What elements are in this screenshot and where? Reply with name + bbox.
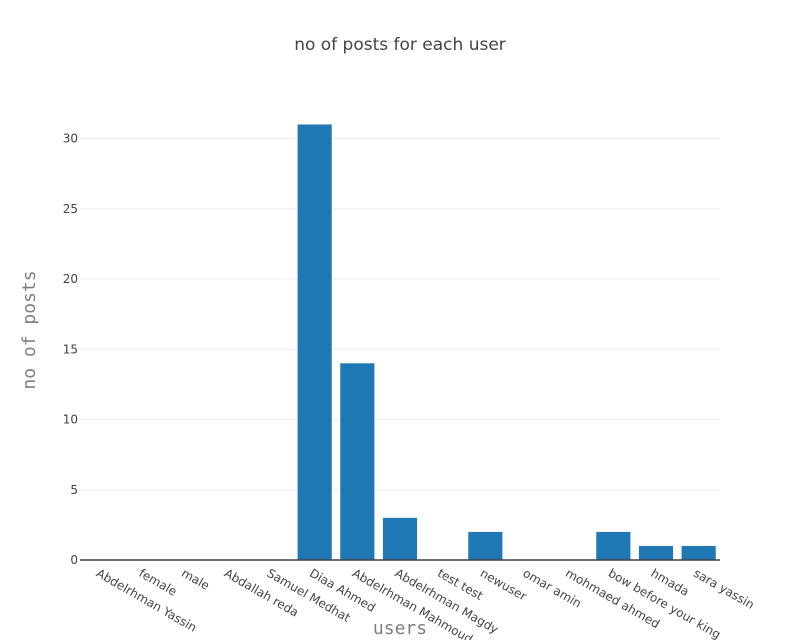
- bar: [681, 545, 716, 560]
- y-tick-label: 15: [63, 342, 78, 356]
- x-tick-label: Abdallah reda: [222, 566, 301, 620]
- chart-title: no of posts for each user: [294, 35, 506, 55]
- x-axis-title: users: [373, 618, 427, 639]
- bar: [468, 531, 503, 560]
- y-tick-label: 30: [63, 132, 78, 146]
- y-tick-label: 25: [63, 202, 78, 216]
- bar: [596, 531, 631, 560]
- y-tick-label: 5: [70, 483, 78, 497]
- y-tick-label: 20: [63, 272, 78, 286]
- x-tick-label: male: [179, 566, 212, 593]
- bar: [638, 545, 674, 560]
- bar: [297, 124, 332, 561]
- y-tick-labels: 0 5 10 15 20 25 30: [63, 132, 78, 567]
- gridlines: [80, 138, 720, 491]
- bar: [382, 517, 418, 560]
- y-tick-label: 10: [63, 413, 78, 427]
- y-axis-title: no of posts: [19, 270, 40, 389]
- x-tick-label: sara yassin: [691, 566, 757, 612]
- y-tick-label: 0: [70, 553, 78, 567]
- x-tick-label: newuser: [478, 566, 529, 604]
- bar: [340, 363, 375, 560]
- bars: [297, 124, 716, 561]
